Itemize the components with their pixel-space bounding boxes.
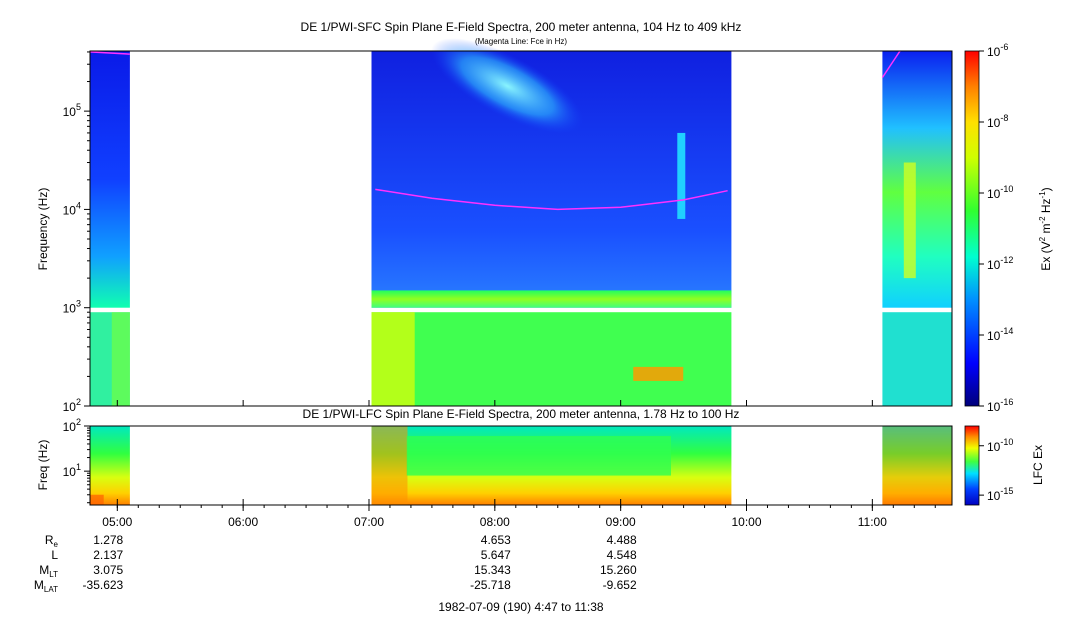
lfc-data-segment [371, 426, 732, 505]
sfc-colorbar-tick-label: 10-12 [987, 255, 1013, 272]
lfc-colorbar-scale [964, 425, 980, 506]
sfc-data-segment [882, 51, 952, 406]
sfc-auroral-burst [903, 162, 916, 279]
sfc-subtitle: (Magenta Line: Fce in Hz) [475, 37, 567, 46]
ephemeris-value: 2.137 [93, 548, 123, 562]
sfc-y-tick-label: 105 [63, 102, 81, 119]
sfc-colorbar-tick-label: 10-16 [987, 397, 1013, 414]
ephemeris-value: 15.260 [600, 563, 637, 577]
lfc-segment-highlight [89, 494, 104, 505]
sfc-y-axis-label: Frequency (Hz) [36, 188, 50, 271]
ephemeris-label: MLT [39, 563, 58, 579]
lfc-y-axis: 102 101 [63, 417, 90, 504]
lfc-colorbar-tick-label: 10-15 [987, 486, 1013, 503]
ephemeris-label: Re [45, 533, 59, 549]
sfc-gyrofrequency-line [89, 50, 901, 211]
fce-line-segment [375, 188, 728, 211]
sfc-colorbar-ticks: 10-6 10-8 10-10 10-12 10-14 10-16 [979, 42, 1013, 414]
sfc-plot-frame [89, 50, 953, 407]
ephemeris-value: 4.653 [481, 533, 511, 547]
sfc-vertical-burst [677, 132, 686, 219]
sfc-auroral-hiss-arc [431, 38, 584, 134]
lfc-panel: 102 101 Freq (Hz) [36, 417, 953, 506]
lfc-segment-highlight [371, 426, 408, 505]
sfc-y-tick-label: 104 [63, 200, 81, 217]
sfc-colorbar-tick-label: 10-8 [987, 113, 1008, 130]
lfc-y-axis-label: Freq (Hz) [36, 440, 50, 491]
time-tick-label: 09:00 [606, 515, 636, 529]
time-tick-label: 10:00 [731, 515, 761, 529]
ephemeris-table: Re 1.278 4.653 4.488 L 2.137 5.647 4.548 MLT 3.07… [34, 533, 637, 594]
lfc-colorbar-ticks: 10-10 10-15 [979, 437, 1013, 503]
time-tick-label: 05:00 [102, 515, 132, 529]
time-tick-label: 08:00 [480, 515, 510, 529]
lfc-y-tick-label: 101 [63, 462, 81, 479]
ephemeris-value: -25.718 [470, 578, 511, 592]
sfc-segment-low-emission [371, 290, 732, 308]
time-tick-label: 11:00 [858, 515, 887, 529]
sfc-segment-upper-band [882, 51, 952, 308]
fce-line-segment [881, 50, 901, 78]
sfc-segment-upper-band [89, 51, 130, 308]
lfc-segment-band [882, 426, 952, 505]
time-tick-label: 07:00 [354, 515, 384, 529]
ephemeris-label: L [51, 548, 58, 562]
lfc-plot-frame [89, 425, 953, 506]
time-axis: 05:00 06:00 07:00 08:00 09:00 10:00 11:00 [102, 400, 936, 529]
ephemeris-value: 4.488 [607, 533, 637, 547]
lfc-spectrogram [89, 426, 952, 505]
sfc-panel: 105 104 103 102 Frequency (Hz) [36, 38, 953, 414]
sfc-colorbar-tick-label: 10-6 [987, 42, 1008, 59]
ephemeris-value: 4.548 [607, 548, 637, 562]
ephemeris-value: 5.647 [481, 548, 511, 562]
sfc-segment-lower-band [882, 312, 952, 406]
ephemeris-value: -35.623 [83, 578, 124, 592]
time-tick-label: 06:00 [228, 515, 258, 529]
sfc-lower-emission-patch [633, 366, 684, 381]
sfc-spectrogram [89, 38, 952, 406]
sfc-segment-lower-highlight [371, 312, 415, 406]
ephemeris-label: MLAT [34, 578, 58, 594]
sfc-colorbar: 10-6 10-8 10-10 10-12 10-14 10-16 Ex (V2 m-2 … [964, 42, 1053, 414]
lfc-colorbar-tick-label: 10-10 [987, 437, 1013, 454]
fce-line-segment [89, 51, 130, 55]
sfc-segment-lower-highlight [111, 312, 130, 406]
lfc-y-tick-label: 102 [63, 417, 81, 434]
sfc-colorbar-tick-label: 10-14 [987, 326, 1013, 343]
ephemeris-value: 3.075 [93, 563, 123, 577]
lfc-segment-core [406, 436, 672, 476]
time-range-footer: 1982-07-09 (190) 4:47 to 11:38 [438, 600, 604, 614]
sfc-colorbar-scale [964, 50, 980, 407]
sfc-colorbar-tick-label: 10-10 [987, 184, 1013, 201]
lfc-data-segment [89, 426, 130, 505]
lfc-segment-highlight [882, 426, 952, 505]
sfc-y-tick-label: 103 [63, 299, 81, 316]
sfc-y-axis: 105 104 103 102 [63, 51, 90, 414]
sfc-title: DE 1/PWI-SFC Spin Plane E-Field Spectra,… [301, 20, 742, 34]
sfc-colorbar-label: Ex (V2 m-2 Hz-1) [1038, 187, 1053, 270]
lfc-colorbar: 10-10 10-15 LFC Ex [964, 425, 1045, 506]
ephemeris-value: -9.652 [603, 578, 637, 592]
sfc-data-segment [371, 38, 732, 406]
sfc-y-tick-label: 102 [63, 397, 81, 414]
lfc-title: DE 1/PWI-LFC Spin Plane E-Field Spectra,… [303, 407, 740, 421]
sfc-data-segment [89, 51, 130, 406]
sfc-segment-lower-band [371, 312, 732, 406]
ephemeris-value: 15.343 [474, 563, 511, 577]
lfc-colorbar-label: LFC Ex [1031, 445, 1045, 485]
ephemeris-value: 1.278 [93, 533, 123, 547]
lfc-data-segment [882, 426, 952, 505]
lfc-segment-band [89, 426, 130, 505]
